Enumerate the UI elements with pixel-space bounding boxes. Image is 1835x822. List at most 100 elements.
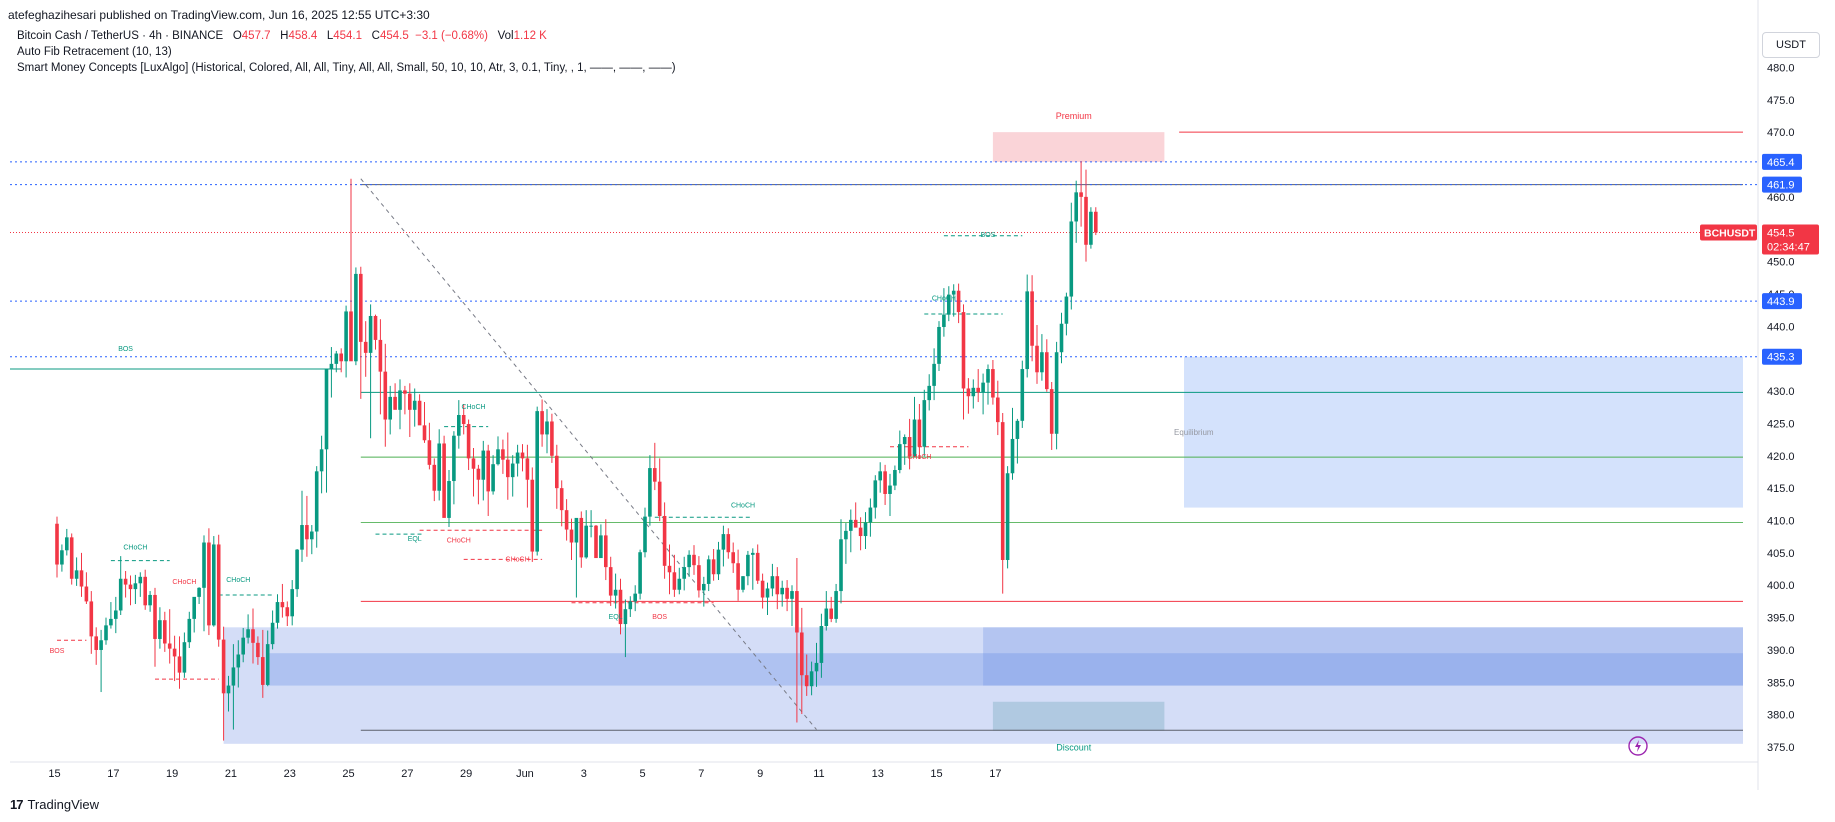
candle xyxy=(853,502,858,528)
candle xyxy=(114,596,118,634)
candle xyxy=(128,575,133,606)
candle-body xyxy=(1079,192,1083,197)
candle xyxy=(559,480,564,527)
price-chart[interactable]: CHoCH CHoCH CHoCH BOS BOS EQL CHoCH CHoCH CHoCH E… xyxy=(0,0,1835,790)
candle xyxy=(437,429,441,501)
candle-body xyxy=(231,667,236,686)
candle xyxy=(618,578,623,635)
candles xyxy=(55,161,1098,741)
candle xyxy=(594,525,598,559)
candle xyxy=(1059,312,1064,364)
y-tick-label: 475.0 xyxy=(1767,95,1795,107)
candle-body xyxy=(966,388,971,397)
candle-body xyxy=(256,642,260,658)
candle xyxy=(109,602,113,629)
candle-body xyxy=(981,382,985,393)
candle xyxy=(192,596,196,633)
candle-body xyxy=(893,470,897,486)
candle xyxy=(569,518,574,560)
y-tick-label: 440.0 xyxy=(1767,321,1795,333)
candle-body xyxy=(1020,369,1025,421)
candle xyxy=(1035,325,1039,384)
candle-body xyxy=(138,576,143,584)
candle xyxy=(246,614,250,644)
candle-body xyxy=(545,421,549,435)
candle-body xyxy=(706,559,711,584)
candle xyxy=(422,402,427,443)
price-tag-text: 465.4 xyxy=(1767,157,1795,169)
candle xyxy=(177,636,182,689)
indicator-fib[interactable]: Auto Fib Retracement (10, 13) xyxy=(17,46,172,58)
candle xyxy=(883,464,887,505)
candle-body xyxy=(373,315,378,340)
candle xyxy=(1054,341,1059,450)
candle xyxy=(604,519,608,581)
candle xyxy=(790,585,794,627)
currency-button[interactable]: USDT xyxy=(1762,32,1820,58)
candle-body xyxy=(1054,352,1059,434)
candle-body xyxy=(65,537,69,551)
candle xyxy=(363,321,368,377)
candle xyxy=(324,369,329,493)
candle xyxy=(819,613,824,678)
candle xyxy=(932,348,936,401)
candle xyxy=(506,432,510,500)
candle xyxy=(653,442,657,491)
candle-body xyxy=(506,459,510,478)
indicator-smc[interactable]: Smart Money Concepts [LuxAlgo] (Historic… xyxy=(17,62,676,74)
price-tag-text: 435.3 xyxy=(1767,352,1795,364)
candle-body xyxy=(79,570,84,587)
candle xyxy=(89,591,94,654)
candle xyxy=(956,283,961,324)
candle xyxy=(118,556,123,616)
x-tick-label: 13 xyxy=(872,768,884,780)
demand-zone-core xyxy=(267,653,1744,686)
open-label: O xyxy=(232,30,242,42)
candle xyxy=(731,542,735,573)
candle-body xyxy=(324,369,329,450)
candle xyxy=(1064,292,1069,336)
candle xyxy=(256,636,260,665)
candle xyxy=(133,574,138,605)
candle xyxy=(491,455,495,495)
candle xyxy=(251,608,255,664)
candle-body xyxy=(177,656,182,673)
premium-zone xyxy=(992,132,1165,162)
candle-body xyxy=(584,525,588,558)
x-tick-label: 17 xyxy=(989,768,1001,780)
close-label: C xyxy=(371,30,380,42)
candle xyxy=(1094,207,1098,236)
candle xyxy=(427,422,432,470)
candle-body xyxy=(510,463,515,478)
candle xyxy=(163,611,167,652)
candle xyxy=(221,626,226,741)
candle-body xyxy=(907,437,912,457)
candle xyxy=(1040,334,1044,381)
candle xyxy=(457,400,461,449)
candle xyxy=(143,569,147,610)
symbol-title[interactable]: Bitcoin Cash / TetherUS · 4h · BINANCE xyxy=(17,30,224,42)
candle xyxy=(74,557,79,586)
candle xyxy=(69,533,74,585)
candle xyxy=(1025,274,1029,378)
candle xyxy=(471,448,476,497)
candle-body xyxy=(187,618,192,643)
candle xyxy=(280,583,285,618)
candle-body xyxy=(153,594,157,639)
candle xyxy=(765,582,770,616)
candle-body xyxy=(265,644,270,685)
candle xyxy=(432,458,437,502)
y-tick-label: 430.0 xyxy=(1767,386,1795,398)
candle-body xyxy=(1074,192,1078,222)
candle-body xyxy=(711,559,716,575)
x-tick-label: 21 xyxy=(225,768,237,780)
candle-body xyxy=(662,515,667,566)
tradingview-logo[interactable]: 17 TradingView xyxy=(10,797,99,812)
candle-body xyxy=(452,435,456,482)
candle xyxy=(510,455,515,497)
candle-body xyxy=(633,593,637,602)
candle-body xyxy=(295,549,299,590)
candle-body xyxy=(643,516,647,553)
y-tick-label: 375.0 xyxy=(1767,742,1795,754)
candle-body xyxy=(486,450,490,492)
